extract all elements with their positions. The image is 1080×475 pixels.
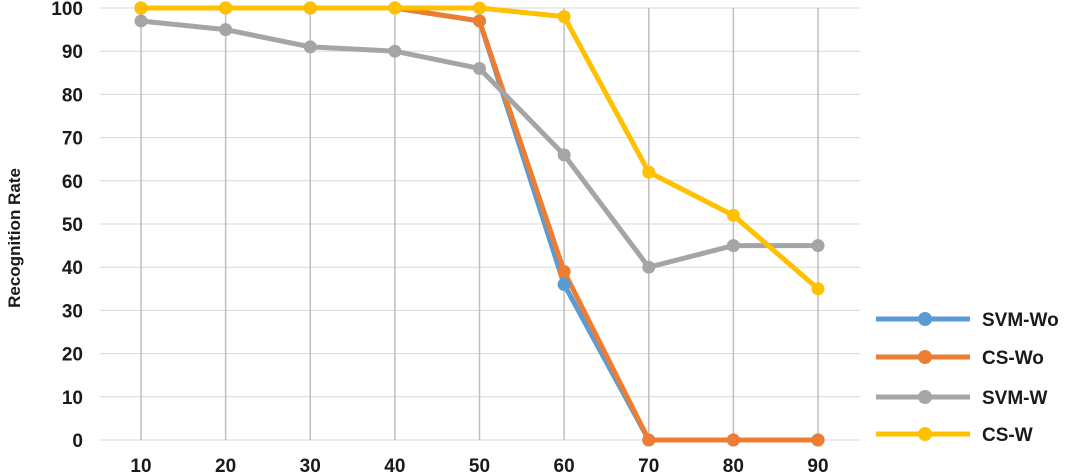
data-point-svm-w-20 [219, 23, 233, 37]
x-tick-label-70: 70 [638, 456, 659, 475]
y-tick-label-20: 20 [62, 345, 83, 366]
data-point-svm-w-70 [642, 260, 656, 274]
data-point-svm-w-50 [473, 61, 486, 75]
data-point-cs-w-30 [303, 1, 317, 15]
legend-label-svm-w: SVM-W [982, 388, 1048, 409]
data-point-svm-w-40 [388, 44, 402, 58]
y-tick-label-90: 90 [62, 42, 83, 63]
y-tick-label-60: 60 [62, 172, 83, 193]
y-tick-label-30: 30 [62, 301, 83, 322]
data-point-svm-w-90 [811, 239, 825, 253]
x-tick-label-60: 60 [554, 456, 575, 475]
data-point-cs-wo-70 [642, 433, 656, 447]
data-point-cs-wo-50 [473, 14, 486, 28]
y-tick-label-40: 40 [62, 258, 83, 279]
x-tick-label-90: 90 [807, 456, 828, 475]
x-tick-label-10: 10 [130, 456, 151, 475]
data-point-cs-w-80 [726, 208, 740, 222]
data-point-cs-wo-60 [557, 265, 571, 279]
data-point-svm-w-60 [557, 148, 571, 162]
legend-label-cs-wo: CS-Wo [982, 348, 1044, 369]
y-tick-label-70: 70 [62, 129, 83, 150]
legend-marker-cs-wo [918, 350, 932, 364]
x-tick-label-30: 30 [300, 456, 321, 475]
legend-marker-svm-w [918, 390, 932, 404]
legend-marker-svm-wo [918, 312, 932, 326]
x-axis-tick-labels: 10 20 30 40 50 60 70 80 90 [130, 456, 828, 475]
data-point-svm-w-80 [726, 239, 740, 253]
legend-label-cs-w: CS-W [982, 425, 1033, 446]
y-axis-tick-labels: 0 10 20 30 40 50 60 70 80 90 100 [51, 0, 83, 452]
y-tick-label-50: 50 [62, 215, 83, 236]
series-points [134, 1, 825, 447]
data-point-svm-w-10 [134, 14, 148, 28]
data-point-svm-w-30 [303, 40, 317, 54]
x-tick-label-40: 40 [384, 456, 405, 475]
data-point-cs-w-70 [642, 165, 656, 179]
y-tick-label-100: 100 [51, 0, 83, 20]
data-point-cs-w-60 [557, 10, 571, 24]
data-point-cs-w-10 [134, 1, 148, 15]
vertical-gridlines [140, 8, 819, 440]
y-axis-label: Recognition Rate [5, 168, 24, 308]
legend-label-svm-wo: SVM-Wo [982, 310, 1059, 331]
data-point-cs-w-90 [811, 282, 825, 296]
data-point-svm-wo-60 [557, 277, 571, 291]
x-tick-label-50: 50 [469, 456, 490, 475]
data-point-cs-w-50 [473, 1, 486, 15]
legend: SVM-Wo CS-Wo SVM-W CS-W [876, 310, 1059, 446]
x-tick-label-80: 80 [723, 456, 744, 475]
x-tick-label-20: 20 [215, 456, 236, 475]
y-tick-label-10: 10 [62, 388, 83, 409]
data-point-cs-w-40 [388, 1, 402, 15]
data-point-cs-wo-90 [811, 433, 825, 447]
y-tick-label-80: 80 [62, 85, 83, 106]
y-tick-label-0: 0 [72, 431, 83, 452]
data-point-cs-wo-80 [726, 433, 740, 447]
data-point-cs-w-20 [219, 1, 233, 15]
legend-marker-cs-w [918, 427, 932, 441]
